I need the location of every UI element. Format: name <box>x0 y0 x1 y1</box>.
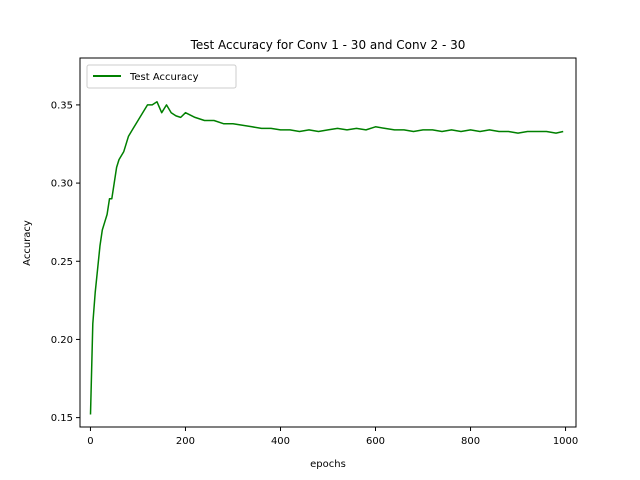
x-axis-label: epochs <box>310 459 346 470</box>
x-tick-label: 200 <box>176 436 195 447</box>
y-tick-label: 0.25 <box>51 257 73 268</box>
chart-title: Test Accuracy for Conv 1 - 30 and Conv 2… <box>190 38 466 52</box>
x-tick-label: 0 <box>87 436 93 447</box>
x-tick-label: 1000 <box>553 436 578 447</box>
x-tick-label: 800 <box>461 436 480 447</box>
x-tick-label: 600 <box>366 436 385 447</box>
legend-label: Test Accuracy <box>129 72 199 83</box>
y-axis-label: Accuracy <box>22 220 33 266</box>
series-layer <box>89 101 564 415</box>
x-tick-label: 400 <box>271 436 290 447</box>
y-tick-label: 0.20 <box>51 335 73 346</box>
axes-ticks: 0 200 400 600 800 1000 0.15 0.20 0.25 0.30 0.35 <box>51 100 579 447</box>
y-tick-label: 0.15 <box>51 413 73 424</box>
y-tick-label: 0.35 <box>51 100 73 111</box>
plot-area <box>79 57 577 428</box>
y-tick-label: 0.30 <box>51 179 73 190</box>
legend-box <box>86 64 237 89</box>
legend: Test Accuracy <box>86 64 237 89</box>
series-line-0 <box>89 101 564 415</box>
